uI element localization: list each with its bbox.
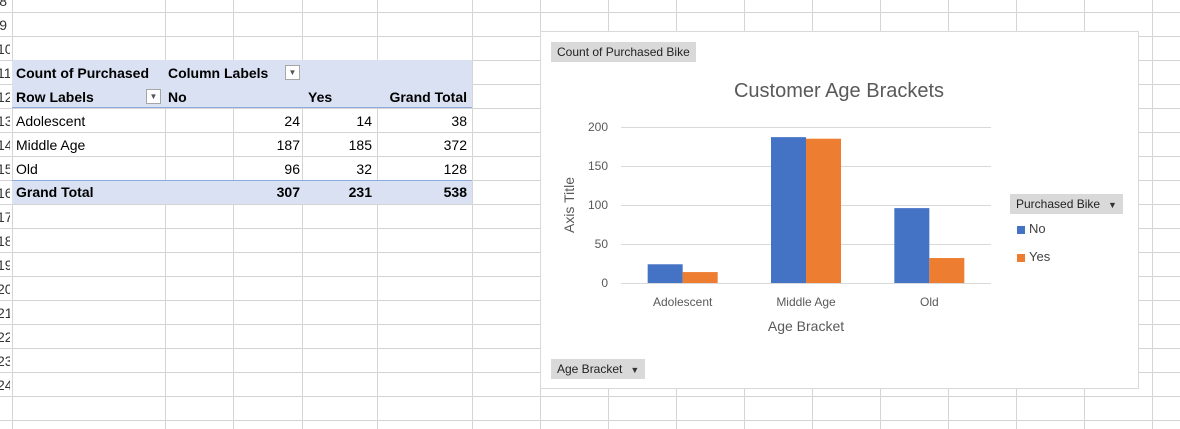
pivot-grand-total-cell[interactable]: 231 bbox=[348, 184, 372, 200]
bar-yes-old[interactable] bbox=[929, 258, 965, 283]
row-header[interactable]: 18 bbox=[0, 229, 10, 253]
bar-yes-adolescent[interactable] bbox=[682, 272, 718, 283]
y-tick-label: 100 bbox=[588, 198, 608, 212]
row-number: 8 bbox=[0, 0, 7, 9]
y-axis-title[interactable]: Axis Title bbox=[561, 177, 577, 233]
row-labels-filter-button[interactable]: ▼ bbox=[146, 89, 161, 104]
bar-no-old[interactable] bbox=[894, 208, 930, 283]
row-header[interactable]: 9 bbox=[0, 13, 10, 37]
y-tick-label: 200 bbox=[588, 120, 608, 134]
row-header[interactable]: 15 bbox=[0, 157, 10, 181]
pivot-header-band bbox=[12, 60, 472, 107]
pivot-cell[interactable]: 96 bbox=[284, 161, 300, 177]
pivot-row-labels[interactable]: Row Labels bbox=[16, 89, 94, 105]
pivot-cell[interactable]: 185 bbox=[348, 137, 372, 153]
row-header[interactable]: 24 bbox=[0, 373, 10, 397]
pivot-row-label[interactable]: Adolescent bbox=[16, 113, 86, 129]
pivot-grand-total-cell[interactable]: 538 bbox=[443, 184, 467, 200]
row-number: 15 bbox=[0, 161, 10, 177]
legend-swatch-yes bbox=[1017, 253, 1025, 262]
pivot-row-label[interactable]: Middle Age bbox=[16, 137, 86, 153]
y-tick-label: 150 bbox=[588, 159, 608, 173]
legend-field-label: Purchased Bike bbox=[1016, 197, 1101, 211]
axis-field-button[interactable]: Age Bracket ▼ bbox=[551, 359, 646, 379]
x-tick-label: Adolescent bbox=[653, 295, 713, 309]
pivot-cell[interactable]: 14 bbox=[356, 113, 372, 129]
row-header[interactable]: 20 bbox=[0, 277, 10, 301]
pivot-cell[interactable]: 187 bbox=[276, 137, 300, 153]
row-number: 17 bbox=[0, 209, 10, 225]
pivot-cell[interactable]: 128 bbox=[443, 161, 467, 177]
pivot-chart[interactable]: Customer Age Brackets 0 50 100 150 200 Adolesc… bbox=[540, 31, 1139, 389]
row-number: 20 bbox=[0, 281, 10, 297]
x-tick-label: Old bbox=[920, 295, 939, 309]
row-number: 9 bbox=[0, 17, 7, 33]
row-number: 24 bbox=[0, 377, 10, 393]
pivot-col-header-total[interactable]: Grand Total bbox=[389, 89, 467, 105]
row-header[interactable]: 16 bbox=[0, 181, 10, 205]
legend-label-yes: Yes bbox=[1029, 249, 1051, 264]
row-number: 18 bbox=[0, 233, 10, 249]
chart-plot-area[interactable]: Customer Age Brackets 0 50 100 150 200 Adolesc… bbox=[541, 32, 1138, 388]
legend-label-no: No bbox=[1029, 221, 1046, 236]
y-tick-label: 0 bbox=[601, 276, 608, 290]
row-header[interactable]: 12 bbox=[0, 85, 10, 109]
values-field-button[interactable]: Count of Purchased Bike bbox=[551, 42, 696, 62]
row-number: 21 bbox=[0, 305, 10, 321]
pivot-column-labels[interactable]: Column Labels bbox=[168, 65, 269, 81]
column-labels-filter-button[interactable]: ▼ bbox=[285, 65, 300, 80]
pivot-header-underline bbox=[12, 107, 472, 108]
pivot-row-label[interactable]: Old bbox=[16, 161, 38, 177]
legend-entry-yes[interactable]: Yes bbox=[1017, 248, 1050, 266]
row-number: 12 bbox=[0, 89, 10, 105]
pivot-cell[interactable]: 38 bbox=[451, 113, 467, 129]
row-header[interactable]: 19 bbox=[0, 253, 10, 277]
chevron-down-icon: ▼ bbox=[630, 365, 640, 375]
row-header[interactable]: 14 bbox=[0, 133, 10, 157]
row-header[interactable]: 23 bbox=[0, 349, 10, 373]
values-field-label: Count of Purchased Bike bbox=[557, 45, 690, 59]
axis-field-label: Age Bracket bbox=[557, 362, 623, 376]
pivot-cell[interactable]: 372 bbox=[443, 137, 467, 153]
y-tick-label: 50 bbox=[595, 237, 609, 251]
row-header[interactable]: 13 bbox=[0, 109, 10, 133]
x-tick-label: Middle Age bbox=[776, 295, 836, 309]
row-header[interactable]: 17 bbox=[0, 205, 10, 229]
legend-swatch-no bbox=[1017, 225, 1025, 234]
bar-no-adolescent[interactable] bbox=[647, 264, 683, 283]
row-number: 16 bbox=[0, 185, 10, 201]
pivot-total-band bbox=[12, 180, 472, 204]
pivot-values-label[interactable]: Count of Purchased bbox=[16, 65, 150, 81]
row-header[interactable]: 11 bbox=[0, 61, 10, 85]
row-number: 22 bbox=[0, 329, 10, 345]
legend-entry-no[interactable]: No bbox=[1017, 220, 1046, 238]
row-header[interactable]: 8 bbox=[0, 0, 10, 13]
row-header[interactable]: 22 bbox=[0, 325, 10, 349]
chevron-down-icon: ▼ bbox=[1108, 200, 1117, 210]
pivot-grand-total-label[interactable]: Grand Total bbox=[16, 184, 94, 200]
row-number: 10 bbox=[0, 41, 10, 57]
legend-field-button[interactable]: Purchased Bike ▼ bbox=[1010, 194, 1123, 214]
row-number: 19 bbox=[0, 257, 10, 273]
pivot-col-header-yes[interactable]: Yes bbox=[308, 89, 333, 105]
bar-yes-middle-age[interactable] bbox=[806, 138, 841, 283]
chart-title[interactable]: Customer Age Brackets bbox=[734, 80, 944, 102]
x-axis-title[interactable]: Age Bracket bbox=[768, 318, 844, 334]
pivot-cell[interactable]: 24 bbox=[284, 113, 300, 129]
bar-no-middle-age[interactable] bbox=[771, 137, 806, 283]
row-header[interactable]: 10 bbox=[0, 37, 10, 61]
row-number: 13 bbox=[0, 113, 10, 129]
row-header[interactable]: 21 bbox=[0, 301, 10, 325]
row-number: 11 bbox=[0, 65, 10, 81]
row-number: 23 bbox=[0, 353, 10, 369]
pivot-grand-total-cell[interactable]: 307 bbox=[276, 184, 300, 200]
row-number: 14 bbox=[0, 137, 10, 153]
pivot-cell[interactable]: 32 bbox=[356, 161, 372, 177]
pivot-col-header-no[interactable]: No bbox=[168, 89, 187, 105]
